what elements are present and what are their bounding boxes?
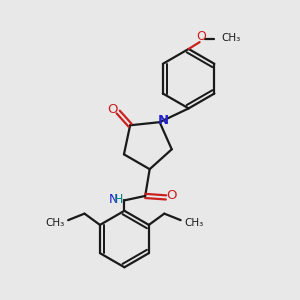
Text: O: O bbox=[166, 189, 177, 203]
Text: CH₃: CH₃ bbox=[45, 218, 64, 228]
Text: CH₃: CH₃ bbox=[221, 33, 240, 43]
Text: N: N bbox=[158, 114, 169, 127]
Text: O: O bbox=[108, 103, 118, 116]
Text: N: N bbox=[109, 193, 118, 206]
Text: H: H bbox=[113, 193, 123, 206]
Text: O: O bbox=[196, 30, 206, 43]
Text: CH₃: CH₃ bbox=[184, 218, 203, 228]
